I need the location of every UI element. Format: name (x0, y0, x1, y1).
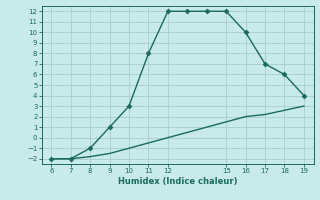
X-axis label: Humidex (Indice chaleur): Humidex (Indice chaleur) (118, 177, 237, 186)
